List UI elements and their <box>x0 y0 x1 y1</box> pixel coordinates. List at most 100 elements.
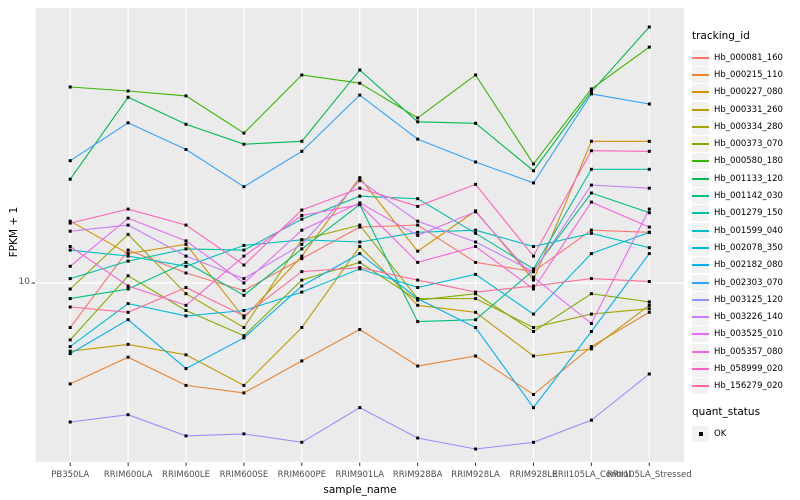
data-point-Hb_003226_140-RRIM928BA <box>416 219 420 223</box>
data-point-Hb_000215_110-RRIM600PE <box>300 359 304 363</box>
legend-label: Hb_156279_020 <box>714 381 783 392</box>
data-point-Hb_001279_150-RRIM928BA <box>416 197 420 201</box>
data-point-Hb_000081_160-RRIM600LA <box>126 248 130 252</box>
data-point-Hb_001279_150-RRIM600PE <box>300 217 304 221</box>
data-point-Hb_000331_260-RRIM600LA <box>126 342 130 346</box>
legend-entry-Hb_005357_080: Hb_005357_080 <box>692 343 798 360</box>
legend-line-swatch <box>692 281 709 284</box>
legend-entry-ok: OK <box>692 425 798 442</box>
legend-key-Hb_000580_180 <box>692 153 709 170</box>
data-point-Hb_002182_080-RRIM901LA <box>358 252 362 256</box>
data-point-Hb_000227_080-RRIM600LE <box>184 242 188 246</box>
data-point-Hb_000227_080-RRIM928LE <box>532 278 535 282</box>
x-tick-label-RRII105LA_Control: RRII105LA_Control <box>552 470 631 480</box>
data-point-Hb_003125_120-RRII105LA_Stressed <box>647 372 651 376</box>
legend-key-Hb_058999_020 <box>692 360 709 377</box>
data-point-Hb_058999_020-RRIM600LA <box>126 207 130 211</box>
data-point-Hb_002182_080-RRIM600LA <box>126 318 130 322</box>
legend-entry-Hb_058999_020: Hb_058999_020 <box>692 360 798 377</box>
data-point-Hb_002078_350-RRIM600PE <box>300 290 304 294</box>
data-point-Hb_000373_070-RRIM901LA <box>358 260 362 264</box>
data-point-Hb_001279_150-RRII105LA_Control <box>589 167 593 171</box>
data-point-Hb_001142_030-RRIM600PE <box>300 247 304 251</box>
data-point-Hb_001142_030-RRIM928LA <box>474 318 478 322</box>
legend-entry-Hb_002078_350: Hb_002078_350 <box>692 239 798 256</box>
legend-label: Hb_000331_260 <box>714 104 783 115</box>
data-point-Hb_003125_120-RRIM928BA <box>416 436 420 440</box>
data-point-Hb_000373_070-PB350LA <box>68 338 72 342</box>
data-point-Hb_000227_080-RRII105LA_Stressed <box>647 139 651 143</box>
legend-line-swatch <box>692 177 709 180</box>
data-point-Hb_058999_020-RRIM928LE <box>532 254 535 258</box>
data-point-Hb_000081_160-RRIM901LA <box>358 225 362 229</box>
data-point-Hb_000334_280-RRIM928LA <box>474 297 478 301</box>
legend-entry-Hb_000331_260: Hb_000331_260 <box>692 101 798 118</box>
data-point-Hb_000580_180-RRIM928LA <box>474 73 478 77</box>
legend-label: Hb_002303_070 <box>714 277 783 288</box>
data-point-Hb_000215_110-RRIM901LA <box>358 328 362 331</box>
legend-line-swatch <box>692 350 709 353</box>
legend-key-Hb_000334_280 <box>692 118 709 135</box>
data-point-Hb_001142_030-RRIM928BA <box>416 320 420 324</box>
data-point-Hb_000373_070-RRIM928LE <box>532 330 535 333</box>
data-point-Hb_001133_120-RRIM928LE <box>532 169 535 173</box>
x-tick-label-RRIM901LA: RRIM901LA <box>335 470 384 480</box>
data-point-Hb_002078_350-RRII105LA_Stressed <box>647 230 651 234</box>
data-point-Hb_000334_280-RRIM928LE <box>532 326 535 329</box>
data-point-Hb_000215_110-RRIM600LA <box>126 355 130 359</box>
data-point-Hb_003125_120-RRIM600PE <box>300 440 304 444</box>
data-point-Hb_003525_010-RRIM928LE <box>532 275 535 279</box>
data-point-Hb_000227_080-PB350LA <box>68 219 72 223</box>
legend-label: Hb_001599_040 <box>714 225 783 236</box>
legend-line-swatch <box>692 333 709 336</box>
legend-entry-Hb_001279_150: Hb_001279_150 <box>692 205 798 222</box>
data-point-Hb_003226_140-RRIM600LE <box>184 254 188 258</box>
legend-label-ok: OK <box>714 428 727 439</box>
data-point-Hb_156279_020-RRIM901LA <box>358 266 362 270</box>
legend-line-swatch <box>692 298 709 301</box>
data-point-Hb_000081_160-PB350LA <box>68 326 72 329</box>
y-axis-title: FPKM + 1 <box>8 206 20 258</box>
data-point-Hb_058999_020-RRII105LA_Stressed <box>647 149 651 153</box>
data-point-Hb_156279_020-RRII105LA_Control <box>589 277 593 281</box>
data-point-Hb_000331_260-RRIM901LA <box>358 245 362 248</box>
data-point-Hb_003525_010-RRIM928BA <box>416 233 420 237</box>
x-tick-label-RRIM928BA: RRIM928BA <box>393 470 443 480</box>
data-point-Hb_002078_350-RRIM600LE <box>184 314 188 318</box>
data-point-Hb_002182_080-RRIM600PE <box>300 284 304 288</box>
legend-key-Hb_002182_080 <box>692 257 709 274</box>
data-point-Hb_002303_070-RRIM600LE <box>184 148 188 151</box>
legend-entry-Hb_000334_280: Hb_000334_280 <box>692 118 798 135</box>
legend-entry-Hb_001133_120: Hb_001133_120 <box>692 170 798 187</box>
legend-key-Hb_002078_350 <box>692 239 709 256</box>
data-point-Hb_156279_020-RRIM928LA <box>474 290 478 294</box>
data-point-Hb_002303_070-RRIM600LA <box>126 121 130 125</box>
data-point-Hb_002078_350-RRIM928LE <box>532 312 535 316</box>
data-point-Hb_002182_080-PB350LA <box>68 352 72 356</box>
data-point-Hb_058999_020-RRIM928LA <box>474 182 478 186</box>
legend-entry-Hb_001599_040: Hb_001599_040 <box>692 222 798 239</box>
data-point-Hb_005357_080-RRIM600LE <box>184 303 188 307</box>
data-point-Hb_005357_080-RRIM928LE <box>532 287 535 291</box>
legend-label: Hb_000215_110 <box>714 69 783 80</box>
data-point-Hb_000331_260-RRIM928LA <box>474 310 478 314</box>
data-point-Hb_003525_010-RRIM901LA <box>358 201 362 205</box>
data-point-Hb_000334_280-RRII105LA_Control <box>589 312 593 316</box>
data-point-Hb_000373_070-RRIM600SE <box>242 334 246 338</box>
data-point-Hb_001599_040-RRIM600PE <box>300 238 304 242</box>
data-point-Hb_000215_110-RRII105LA_Stressed <box>647 310 651 314</box>
data-point-Hb_003125_120-PB350LA <box>68 420 72 424</box>
data-point-Hb_003125_120-RRIM600LE <box>184 434 188 438</box>
data-point-Hb_001279_150-RRII105LA_Stressed <box>647 167 651 171</box>
legend-key-Hb_000081_160 <box>692 49 709 66</box>
legend-label: Hb_000373_070 <box>714 139 783 150</box>
legend-key-Hb_001279_150 <box>692 205 709 222</box>
y-tick-label: 10 <box>18 277 30 287</box>
data-point-Hb_003525_010-RRIM600LA <box>126 216 130 220</box>
legend-label: Hb_002078_350 <box>714 242 783 253</box>
data-point-Hb_001279_150-RRIM928LA <box>474 231 478 235</box>
data-point-Hb_156279_020-RRIM600SE <box>242 314 246 318</box>
data-point-Hb_000373_070-RRII105LA_Control <box>589 292 593 296</box>
legend-entry-Hb_003125_120: Hb_003125_120 <box>692 291 798 308</box>
legend-line-swatch <box>692 125 709 128</box>
